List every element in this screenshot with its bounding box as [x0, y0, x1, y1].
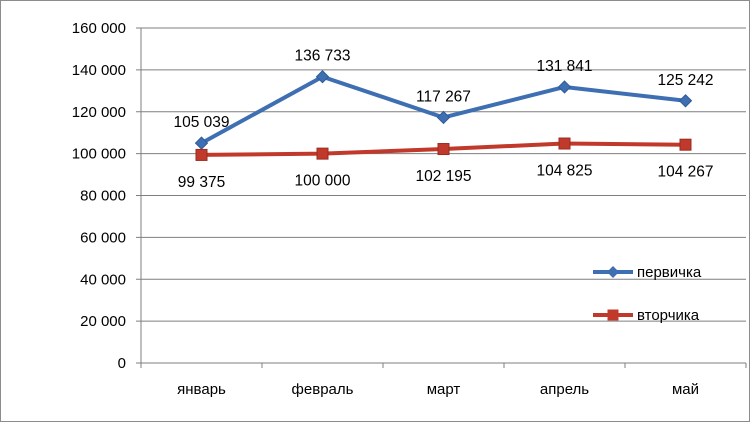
data-point: [195, 148, 208, 161]
data-point: [436, 110, 451, 125]
y-tick-label: 0: [118, 355, 126, 372]
x-tick-label: апрель: [540, 381, 589, 398]
data-point: [315, 70, 330, 84]
data-label: 102 195: [415, 168, 471, 185]
legend-label: первичка: [637, 264, 702, 281]
y-tick-label: 40 000: [80, 271, 126, 288]
data-label: 100 000: [294, 173, 350, 190]
series-line-1: [200, 74, 686, 145]
y-tick-label: 100 000: [72, 146, 126, 163]
y-tick-label: 80 000: [80, 188, 126, 205]
data-label: 99 375: [178, 174, 225, 191]
x-tick-label: май: [672, 381, 699, 398]
legend-label: вторчика: [637, 307, 700, 324]
data-point: [316, 147, 329, 160]
x-tick-label: март: [427, 381, 461, 398]
data-point: [678, 94, 693, 108]
data-label: 125 242: [657, 72, 713, 89]
data-label: 104 825: [536, 163, 592, 180]
data-label: 136 733: [294, 48, 350, 65]
data-point: [558, 137, 571, 150]
data-label: 131 841: [536, 58, 592, 75]
x-tick-label: январь: [177, 381, 226, 398]
y-tick-label: 120 000: [72, 104, 126, 121]
x-tick-label: февраль: [292, 381, 354, 398]
legend-marker: [607, 309, 619, 321]
y-tick-label: 140 000: [72, 62, 126, 79]
data-label: 105 039: [173, 114, 229, 131]
data-point: [437, 143, 450, 156]
data-point: [679, 138, 692, 151]
data-label: 104 267: [657, 164, 713, 181]
y-tick-label: 60 000: [80, 229, 126, 246]
data-label: 117 267: [416, 88, 471, 105]
legend-marker: [607, 266, 619, 278]
y-tick-label: 20 000: [80, 313, 126, 330]
data-point: [557, 80, 572, 94]
y-tick-label: 160 000: [72, 20, 126, 37]
